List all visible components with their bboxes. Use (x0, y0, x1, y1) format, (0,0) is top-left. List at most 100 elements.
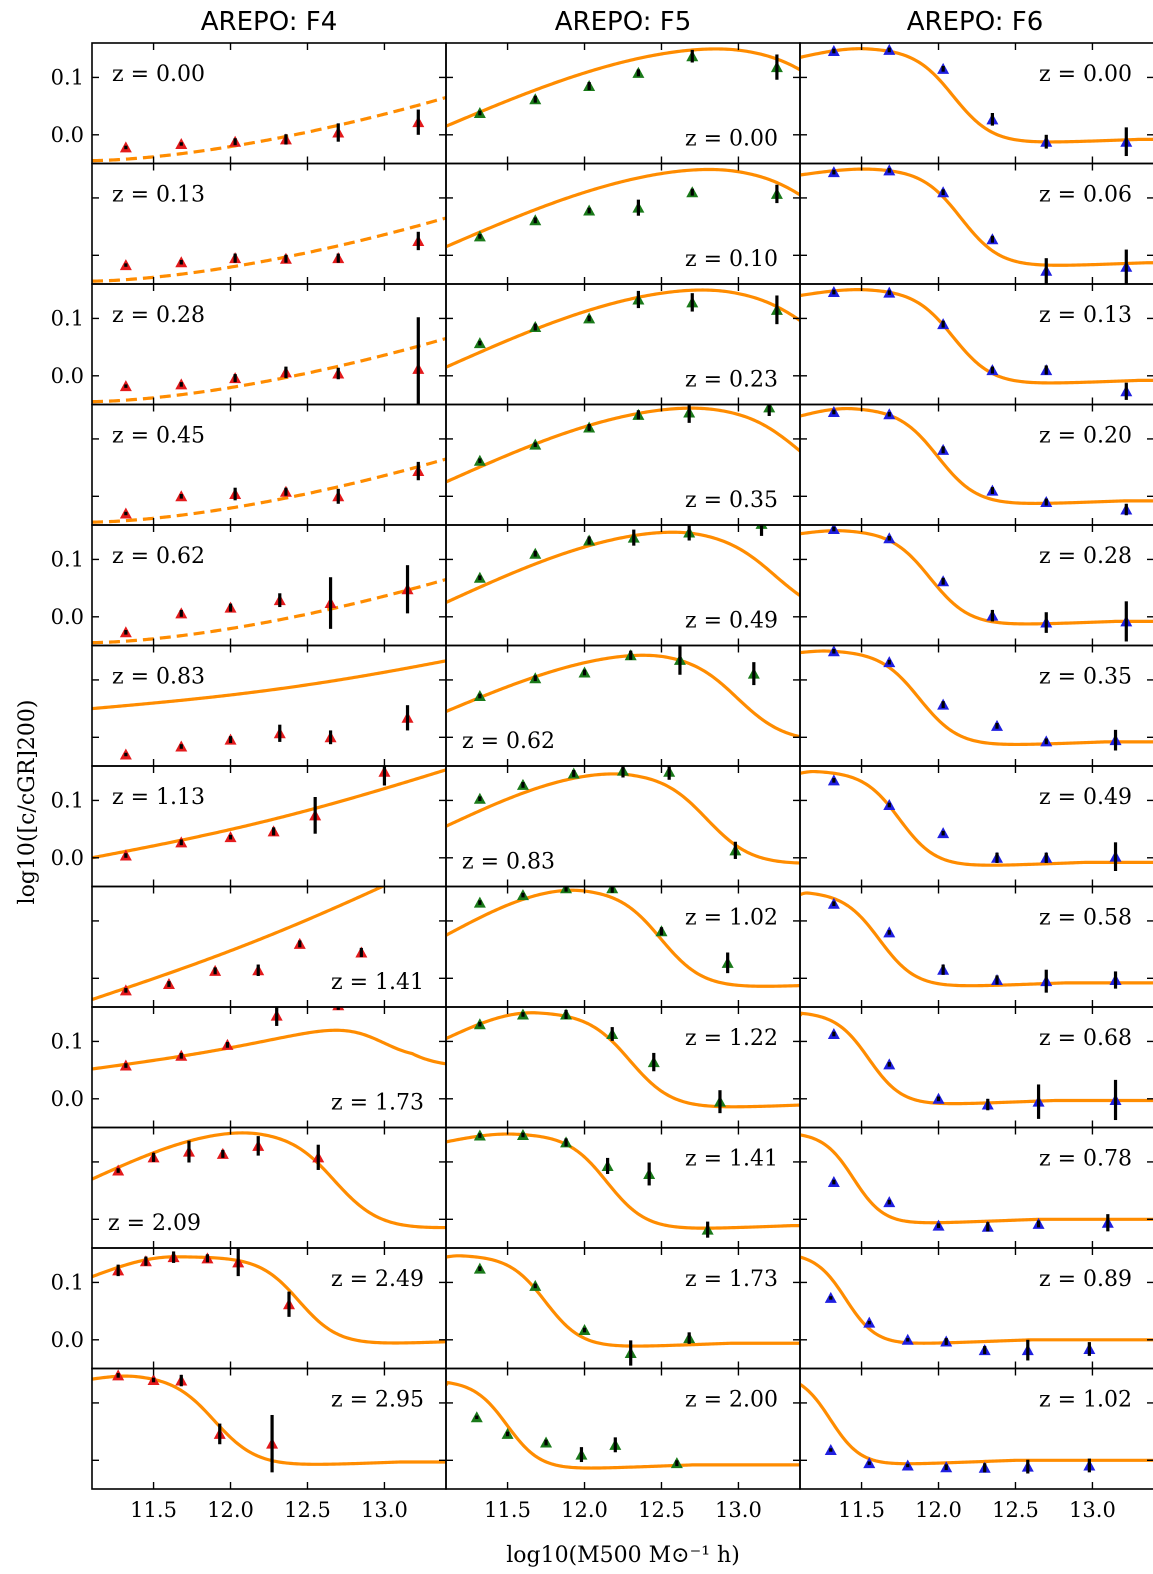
data-point (606, 886, 619, 894)
data-point (1101, 1214, 1114, 1232)
data-point (112, 1164, 125, 1176)
model-curve (92, 1131, 446, 1230)
model-curve (800, 649, 1153, 747)
data-point (824, 1291, 837, 1303)
data-point (529, 93, 542, 105)
panel-1-8: z = 1.41 (91, 885, 447, 1008)
data-point (1109, 1079, 1122, 1121)
redshift-label: z = 0.13 (112, 183, 205, 208)
data-point (601, 1157, 614, 1174)
data-point (1120, 601, 1133, 642)
column-title-f4: AREPO: F4 (201, 7, 338, 37)
data-point (937, 318, 950, 330)
data-point (981, 1220, 994, 1232)
data-point (827, 645, 840, 657)
data-point (270, 1007, 283, 1026)
model-curve (92, 95, 446, 163)
data-point (578, 1324, 591, 1336)
redshift-label: z = 0.49 (1039, 785, 1132, 810)
redshift-label: z = 1.13 (112, 785, 205, 810)
data-point (883, 408, 896, 420)
data-point (981, 1098, 994, 1111)
redshift-label: z = 2.00 (685, 1388, 778, 1413)
redshift-label: z = 0.78 (1039, 1147, 1132, 1172)
data-point (770, 54, 783, 80)
data-point (112, 1369, 125, 1381)
data-point (686, 186, 699, 198)
panel-1-12: z = 2.95 (91, 1367, 447, 1490)
data-point (937, 827, 950, 839)
panel-3-2: z = 0.06 (799, 162, 1153, 285)
data-point (609, 1437, 622, 1453)
data-point (1109, 729, 1122, 751)
redshift-label: z = 0.89 (1039, 1267, 1132, 1292)
panel-1-1: 0.1 0.0 z = 0.00 (51, 42, 447, 165)
data-point (147, 1151, 160, 1163)
data-point (701, 1221, 714, 1238)
data-point (175, 256, 188, 268)
data-point (583, 204, 596, 216)
data-point (1083, 1458, 1096, 1473)
data-point (632, 66, 645, 78)
data-point (683, 525, 696, 541)
data-point (119, 849, 132, 861)
data-point (937, 443, 950, 455)
model-curve (446, 888, 800, 988)
data-point (112, 1264, 125, 1277)
data-point (529, 321, 542, 333)
y-tick-label: 0.0 (51, 846, 84, 870)
data-point (119, 748, 132, 760)
panel-3-10: z = 0.78 (799, 1126, 1153, 1249)
redshift-label: z = 0.35 (1039, 665, 1132, 690)
x-tick-label: 12.5 (638, 1498, 685, 1522)
y-tick-label: 0.0 (51, 1087, 84, 1111)
x-tick-label: 12.0 (915, 1498, 962, 1522)
panel-2-11: z = 1.73 (445, 1247, 801, 1370)
data-point (175, 1374, 188, 1387)
data-point (991, 851, 1004, 863)
y-axis-label: log10([c/cGR]200) (15, 700, 40, 905)
data-point (763, 404, 776, 416)
model-curve (446, 1380, 800, 1470)
model-curve (800, 891, 1153, 988)
data-point (119, 507, 132, 519)
data-point (901, 1459, 914, 1471)
data-point (119, 984, 132, 996)
model-curve (92, 1028, 446, 1071)
data-point (1040, 612, 1053, 633)
data-point (279, 133, 292, 145)
data-point (175, 1049, 188, 1061)
data-point (312, 1144, 325, 1170)
data-point (560, 1136, 573, 1148)
data-point (119, 259, 132, 271)
y-tick-label: 0.1 (51, 65, 84, 89)
data-point (655, 925, 668, 937)
panel-1-7: 0.1 0.0 z = 1.13 (51, 765, 447, 888)
data-point (175, 740, 188, 752)
data-point (627, 529, 640, 546)
redshift-label: z = 2.95 (331, 1388, 424, 1413)
data-point (332, 123, 345, 142)
data-point (1040, 258, 1053, 284)
data-point (473, 896, 486, 908)
data-point (229, 252, 242, 264)
data-point (119, 626, 132, 638)
data-point (473, 792, 486, 804)
data-point (229, 487, 242, 501)
model-curve (92, 577, 446, 645)
data-point (883, 656, 896, 668)
model-curve (800, 1011, 1153, 1106)
data-point (229, 372, 242, 384)
data-point (1021, 1339, 1034, 1361)
panel-3-7: z = 0.49 (799, 765, 1153, 888)
panel-2-12: z = 2.00 (445, 1367, 801, 1490)
data-point (273, 593, 286, 608)
data-point (721, 952, 734, 974)
data-point (978, 1461, 991, 1473)
data-point (632, 408, 645, 420)
data-point (355, 946, 368, 958)
panel-3-1: z = 0.00 (799, 42, 1153, 165)
x-tick-label: 12.0 (561, 1498, 608, 1522)
redshift-label: z = 0.62 (462, 729, 555, 754)
